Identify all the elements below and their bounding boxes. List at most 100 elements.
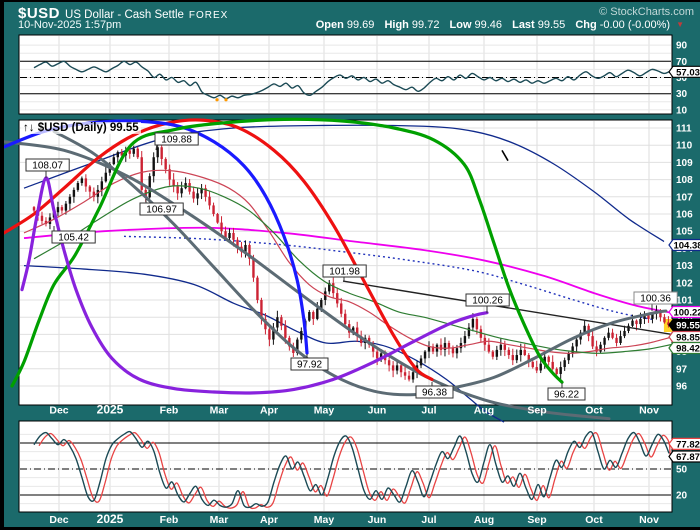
rsi-axis-label: 50 bbox=[676, 73, 688, 84]
candle-body bbox=[527, 355, 530, 362]
main-axis-label: 100 bbox=[676, 313, 693, 324]
x-axis-month-label: Mar bbox=[210, 514, 229, 526]
rsi-axis-label: 30 bbox=[676, 89, 688, 100]
candle-body bbox=[68, 196, 72, 204]
candle-body bbox=[204, 188, 207, 197]
candle-body bbox=[244, 244, 247, 252]
x-axis-month-label: Nov bbox=[639, 405, 659, 417]
candle-body bbox=[515, 355, 518, 361]
callout-text: 97.92 bbox=[297, 360, 322, 371]
stoch-axis-label: 50 bbox=[676, 465, 688, 476]
bollinger-upper bbox=[23, 124, 665, 243]
pivot-callout: 105.42 bbox=[51, 226, 96, 244]
candle-body bbox=[583, 325, 586, 333]
candle-body bbox=[623, 330, 626, 337]
candle-body bbox=[487, 344, 491, 352]
ma-200-magenta bbox=[23, 226, 672, 314]
main-axis-label: 96 bbox=[676, 382, 688, 393]
candle-body bbox=[328, 283, 331, 292]
candle-body bbox=[359, 336, 363, 343]
callout-text: 100.36 bbox=[640, 294, 671, 305]
callout-box bbox=[51, 230, 96, 244]
price-tag-box bbox=[668, 450, 700, 463]
x-axis-month-label: Feb bbox=[160, 405, 179, 417]
candle-body bbox=[543, 356, 546, 364]
candle-body bbox=[188, 183, 191, 192]
candle-body bbox=[447, 343, 451, 349]
candle-body bbox=[647, 315, 650, 319]
candle-body bbox=[495, 349, 499, 357]
x-axis-month-label: Dec bbox=[49, 405, 68, 417]
candle-body bbox=[120, 152, 123, 156]
candle-body bbox=[60, 207, 64, 211]
candle-body bbox=[172, 179, 175, 187]
price-tag-text: 57.03 bbox=[676, 67, 700, 78]
candle-body bbox=[659, 310, 662, 318]
x-axis-month-label: Apr bbox=[260, 514, 278, 526]
pivot-callout: 109.88 bbox=[154, 132, 199, 151]
x-axis-month-label: 2025 bbox=[97, 512, 124, 526]
candle-body bbox=[168, 169, 171, 180]
callout-box bbox=[322, 264, 367, 278]
callout-box bbox=[415, 385, 454, 399]
main-axis-label: 110 bbox=[676, 141, 693, 152]
candle-body bbox=[192, 191, 195, 199]
x-axis-month-label: Jun bbox=[368, 405, 387, 417]
candle-body bbox=[268, 329, 271, 340]
price-tag: 98.42 bbox=[668, 341, 700, 355]
price-tag-text: 100.22 bbox=[673, 308, 700, 319]
rsi-oversold-dot bbox=[224, 98, 228, 102]
main-axis-label: 105 bbox=[676, 227, 693, 238]
callout-box bbox=[154, 132, 199, 146]
price-tag: 57.03 bbox=[668, 65, 700, 78]
pivot-callout: 106.97 bbox=[139, 199, 184, 216]
candle-body bbox=[555, 368, 558, 374]
candle-body bbox=[92, 191, 96, 197]
rsi-panel bbox=[18, 34, 673, 115]
candle-body bbox=[395, 365, 399, 371]
candle-body bbox=[64, 203, 68, 211]
main-axis-label: 106 bbox=[676, 210, 693, 221]
rsi-axis-label: 70 bbox=[676, 57, 688, 68]
candle-body bbox=[332, 283, 335, 294]
candle-body bbox=[607, 332, 610, 338]
callout-text: 101.98 bbox=[329, 267, 360, 278]
rsi-axis-label: 90 bbox=[676, 41, 688, 52]
price-tag-text: 67.87 bbox=[676, 452, 700, 463]
candle-body bbox=[260, 300, 263, 319]
candle-body bbox=[575, 339, 578, 347]
x-axis-month-label: Oct bbox=[585, 514, 603, 526]
chart-canvas: 9697989910010110210310410510610710810911… bbox=[4, 34, 700, 526]
callout-text: 100.26 bbox=[472, 296, 503, 307]
candle-body bbox=[499, 344, 503, 350]
down-triangle-icon[interactable]: ▼ bbox=[676, 20, 684, 29]
open-label: Open bbox=[315, 19, 344, 31]
candle-body bbox=[615, 337, 618, 343]
stoch-k-line bbox=[33, 430, 670, 509]
candle-body bbox=[56, 207, 60, 213]
price-tag-box bbox=[668, 330, 700, 344]
candle-body bbox=[379, 353, 383, 359]
callout-text: 105.42 bbox=[58, 233, 89, 244]
candle-body bbox=[176, 186, 179, 194]
main-chart-title[interactable]: ↑↓ $USD (Daily) 99.55 bbox=[21, 122, 141, 134]
candle-body bbox=[84, 178, 88, 187]
candle-body bbox=[112, 157, 115, 165]
candle-body bbox=[156, 147, 159, 158]
callout-box bbox=[25, 158, 70, 172]
quote-datetime: 10-Nov-2025 1:57pm bbox=[18, 19, 122, 31]
price-tag: 77.82 bbox=[668, 437, 700, 450]
candle-body bbox=[132, 148, 135, 154]
price-tag-text: 99.55 bbox=[676, 321, 700, 332]
candle-body bbox=[80, 178, 84, 184]
candle-body bbox=[88, 186, 92, 192]
exchange-label: FOREX bbox=[188, 10, 229, 21]
candle-body bbox=[292, 346, 295, 353]
candle-body bbox=[352, 327, 355, 333]
rsi-oversold-dot bbox=[215, 98, 219, 102]
price-tag: 99.55 bbox=[668, 318, 700, 332]
candle-body bbox=[180, 188, 183, 194]
main-axis-label: 109 bbox=[676, 158, 693, 169]
candle-body bbox=[507, 349, 511, 356]
candle-body bbox=[475, 318, 479, 330]
